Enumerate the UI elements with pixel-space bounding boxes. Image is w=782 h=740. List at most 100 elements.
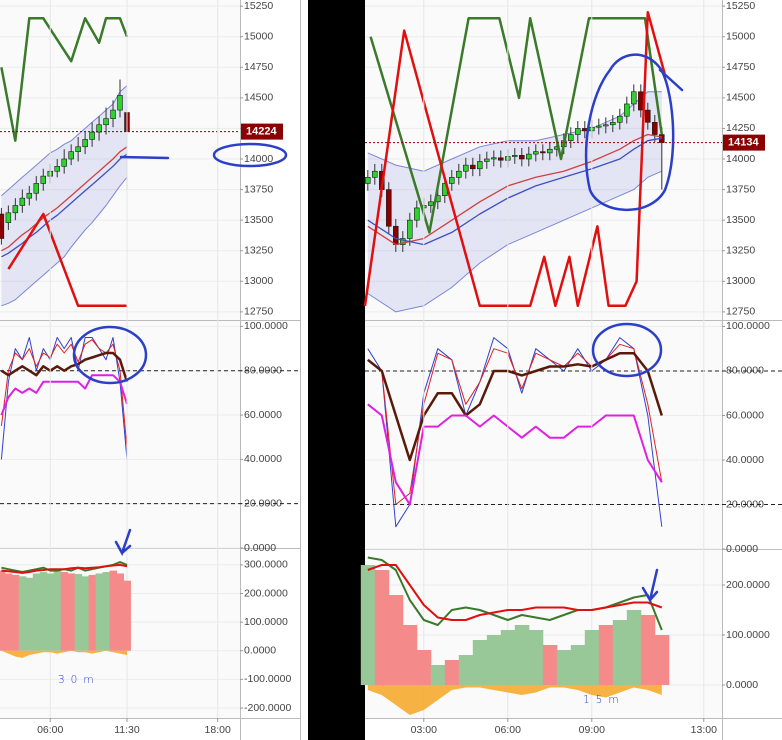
oscillator-line — [367, 403, 663, 506]
candle-body — [61, 158, 67, 167]
y-tick-label: 200.0000 — [244, 587, 288, 599]
candle-body — [484, 158, 490, 162]
candle-body — [533, 151, 539, 155]
y-tick-label: 0.0000 — [244, 542, 276, 554]
candle-body — [547, 148, 553, 154]
y-tick-label: 13500 — [244, 214, 273, 226]
y-tick-label: 100.0000 — [726, 320, 770, 332]
histogram-bar — [598, 625, 614, 685]
candle-body — [645, 109, 651, 123]
hand-line — [119, 155, 170, 160]
candle-body — [498, 157, 504, 161]
candle-body — [400, 238, 406, 245]
handwritten-note: 15m — [583, 694, 625, 706]
candle-body — [5, 212, 12, 223]
candle-body — [596, 125, 602, 128]
x-tick-label: 11:30 — [114, 724, 140, 736]
candle-body — [75, 146, 81, 152]
y-tick-label: 14000 — [726, 153, 755, 165]
last-price-box — [723, 134, 765, 151]
histogram-bar — [74, 574, 83, 651]
y-tick-label: 13000 — [244, 275, 273, 287]
oscillator-line — [0, 374, 128, 416]
histogram-bar — [4, 573, 13, 651]
y-tick-label: 0.0000 — [726, 543, 758, 555]
candle-body — [393, 225, 399, 245]
histogram-bar — [556, 650, 572, 685]
candle-body — [575, 128, 581, 135]
candle-body — [456, 170, 462, 178]
y-tick-label: 15250 — [726, 0, 755, 12]
y-tick-label: 12750 — [726, 306, 755, 318]
histogram-bar — [612, 620, 628, 685]
candle-body — [617, 115, 623, 123]
candle-body — [470, 164, 476, 170]
y-tick-label: 100.0000 — [244, 616, 288, 628]
candle-body — [0, 213, 5, 239]
y-tick-label: 40.0000 — [244, 453, 282, 465]
y-tick-label: 14500 — [726, 92, 755, 104]
y-tick-label: 200.0000 — [726, 579, 770, 591]
candle-body — [568, 134, 574, 141]
overlay-line — [7, 212, 127, 308]
candle-body — [463, 164, 469, 172]
right-plot-area — [365, 0, 722, 718]
indicator-line — [367, 556, 663, 631]
candle-body — [638, 91, 644, 111]
hand-arrow — [114, 528, 132, 557]
candle-body — [117, 95, 123, 111]
y-tick-label: 60.0000 — [244, 409, 282, 421]
candle-body — [449, 177, 455, 184]
y-tick-label: 60.0000 — [726, 409, 764, 421]
histogram-bar — [116, 573, 124, 651]
candle-body — [89, 131, 95, 140]
histogram-bar — [584, 630, 600, 685]
candle-body — [19, 197, 26, 206]
last-price-box — [241, 123, 283, 140]
handwritten-note: 30m — [58, 674, 100, 686]
candle-body — [386, 189, 392, 227]
histogram-bar — [32, 573, 41, 651]
histogram-bar — [18, 576, 27, 651]
candle-body — [512, 155, 518, 157]
overlay-line — [1, 146, 128, 252]
y-tick-label: 300.0000 — [244, 559, 288, 571]
histogram-bar — [626, 610, 642, 685]
overlay-line — [1, 153, 128, 258]
y-tick-label: 13500 — [726, 214, 755, 226]
x-tick-label: 09:00 — [579, 724, 605, 736]
histogram-bar — [542, 645, 558, 685]
candle-body — [582, 128, 588, 132]
histogram-bar — [53, 570, 62, 651]
candle-body — [540, 151, 546, 154]
x-tick-label: 18:00 — [205, 724, 231, 736]
y-tick-label: 0.0000 — [244, 645, 276, 657]
band-area — [1, 85, 127, 306]
candle-body — [82, 139, 88, 148]
oscillator-line — [367, 343, 663, 505]
overlay-line — [369, 17, 664, 234]
histogram-bar — [416, 650, 432, 685]
last-price-label: 14224 — [246, 126, 277, 138]
secondary-area — [367, 685, 662, 715]
histogram-bar — [360, 565, 376, 685]
candle-body — [407, 219, 413, 239]
histogram-bar — [570, 645, 586, 685]
histogram-bar — [46, 573, 55, 651]
histogram-bar — [640, 615, 656, 685]
last-price-label: 14134 — [728, 137, 759, 149]
histogram-bar — [39, 572, 48, 651]
histogram-bar — [388, 595, 404, 685]
y-tick-label: 20.0000 — [244, 497, 282, 509]
band-area — [367, 91, 662, 312]
overlay-line — [0, 17, 129, 142]
y-tick-label: 13000 — [726, 275, 755, 287]
hand-circle — [212, 142, 288, 168]
y-tick-label: 14000 — [244, 153, 273, 165]
y-tick-label: -100.0000 — [244, 673, 291, 685]
y-tick-label: 100.0000 — [244, 320, 288, 332]
hand-circle — [591, 322, 663, 378]
y-tick-label: 100.0000 — [726, 629, 770, 641]
